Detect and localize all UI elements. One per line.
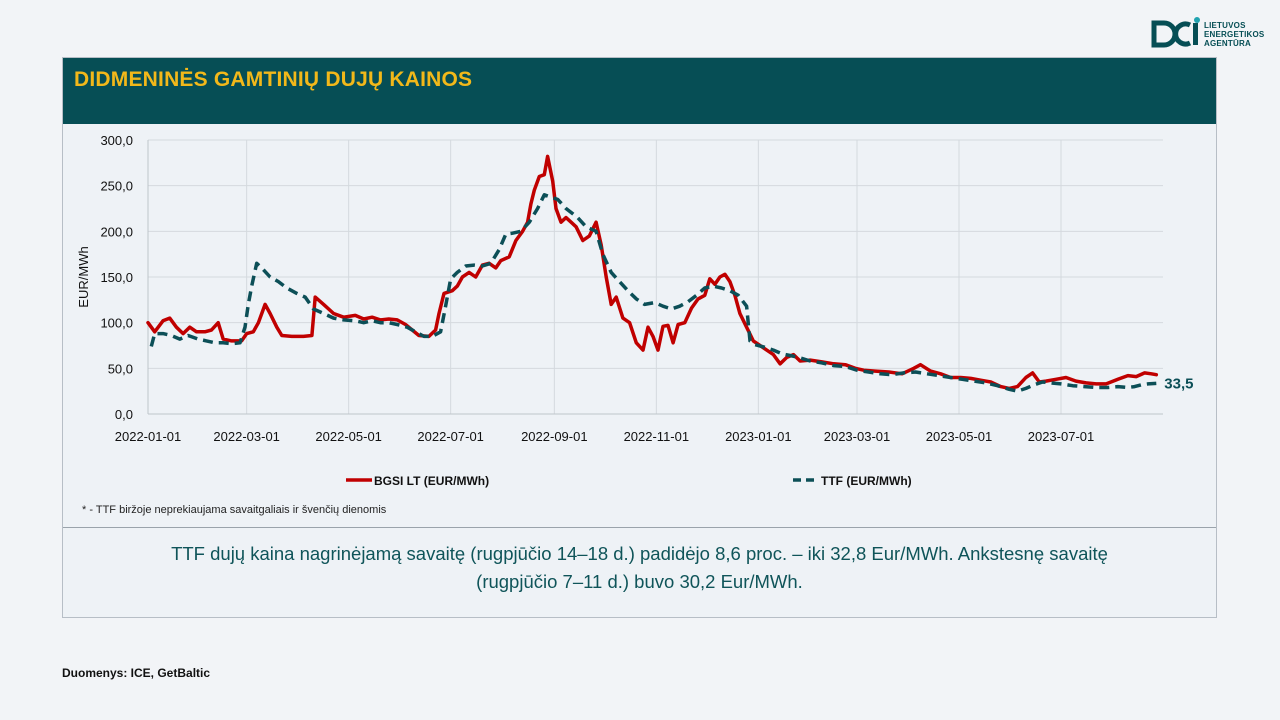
x-tick-label: 2022-11-01 (624, 429, 690, 444)
y-tick-label: 250,0 (100, 179, 133, 194)
data-source-note: Duomenys: ICE, GetBaltic (62, 666, 211, 680)
chart-grid (147, 139, 1163, 415)
chart-series: 33,5 (146, 154, 1194, 393)
page-title: DIDMENINĖS GAMTINIŲ DUJŲ KAINOS (74, 68, 473, 91)
summary-line-2: (rugpjūčio 7–11 d.) buvo 30,2 Eur/MWh. (476, 571, 803, 592)
x-tick-label: 2022-01-01 (115, 429, 182, 444)
y-tick-label: 100,0 (100, 316, 133, 331)
x-tick-label: 2022-05-01 (315, 429, 382, 444)
summary-text: TTF dujų kaina nagrinėjamą savaitę (rugp… (63, 540, 1216, 596)
chart-legend: BGSI LT (EUR/MWh) TTF (EUR/MWh) (346, 474, 912, 488)
chart-footnote: * - TTF biržoje neprekiaujama savaitgali… (82, 504, 387, 516)
agency-logo: LIETUVOS ENERGETIKOS AGENTŪRA (1150, 16, 1275, 52)
x-tick-label: 2023-01-01 (725, 429, 792, 444)
y-tick-label: 0,0 (115, 407, 133, 422)
x-tick-label: 2023-05-01 (926, 429, 993, 444)
y-tick-label: 200,0 (100, 224, 133, 239)
y-tick-label: 300,0 (100, 133, 133, 148)
ttf-end-value-label: 33,5 (1164, 375, 1193, 392)
chart-axes: 0,0 50,0 100,0 150,0 200,0 250,0 300,0 2022-01-… (76, 133, 1163, 444)
title-bar: DIDMENINĖS GAMTINIŲ DUJŲ KAINOS (63, 58, 1216, 124)
legend-item-bgsi-lt-label: BGSI LT (EUR/MWh) (374, 474, 489, 488)
x-tick-label: 2023-07-01 (1028, 429, 1095, 444)
logo-line-2: ENERGETIKOS (1204, 29, 1265, 39)
y-axis-title: EUR/MWh (76, 246, 91, 307)
x-tick-label: 2022-07-01 (417, 429, 484, 444)
panel-divider (63, 527, 1216, 528)
x-tick-label: 2022-09-01 (521, 429, 588, 444)
logo-line-1: LIETUVOS (1204, 20, 1246, 30)
summary-line-1: TTF dujų kaina nagrinėjamą savaitę (rugp… (171, 543, 1108, 564)
x-tick-label: 2022-03-01 (213, 429, 280, 444)
legend-item-ttf-label: TTF (EUR/MWh) (821, 474, 912, 488)
x-tick-label: 2023-03-01 (824, 429, 891, 444)
y-tick-label: 50,0 (108, 361, 133, 376)
y-tick-label: 150,0 (100, 270, 133, 285)
logo-text: LIETUVOS ENERGETIKOS AGENTŪRA (1204, 21, 1264, 48)
series-line-ttf (149, 193, 1157, 393)
logo-mark-icon (1151, 17, 1200, 48)
logo-line-3: AGENTŪRA (1204, 38, 1251, 48)
